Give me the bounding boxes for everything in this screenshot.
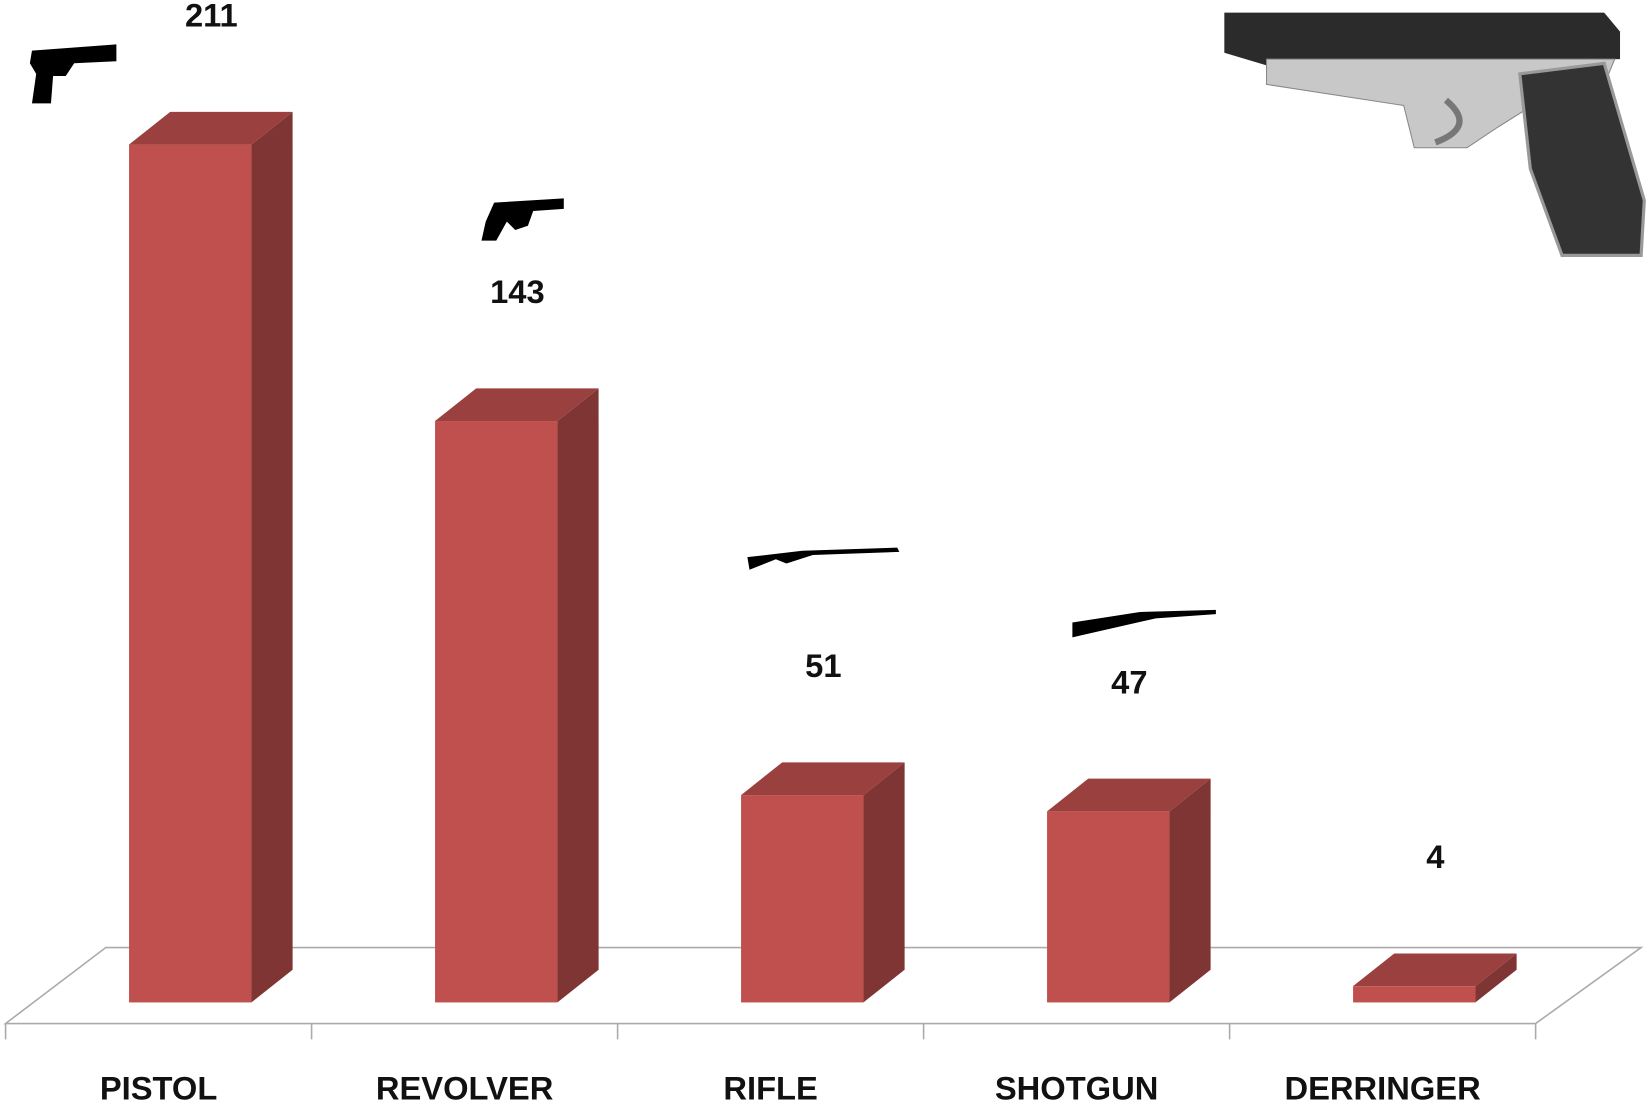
pistol-slide <box>1224 12 1621 66</box>
bar-top <box>1353 953 1517 987</box>
shotgun-icon <box>1072 609 1216 638</box>
value-label: 47 <box>1111 663 1147 700</box>
pistol-icon <box>29 44 117 104</box>
x-tick-label: SHOTGUN <box>995 1070 1159 1107</box>
value-label: 211 <box>185 0 238 34</box>
x-tick-label: RIFLE <box>723 1070 817 1107</box>
value-label: 51 <box>805 647 841 684</box>
icons <box>29 44 1216 638</box>
bar <box>435 421 558 1003</box>
bar-side <box>557 388 599 1003</box>
bar-side <box>1475 953 1517 1003</box>
bar-top <box>435 388 599 422</box>
bar-top <box>129 111 293 145</box>
bar-side <box>1169 778 1211 1003</box>
bar <box>129 144 252 1003</box>
value-label: 143 <box>490 273 545 310</box>
rifle-icon <box>747 547 900 570</box>
bar <box>741 795 864 1003</box>
bar-side <box>251 111 293 1003</box>
pistol-grip <box>1518 61 1646 257</box>
pistol-image <box>1224 12 1646 257</box>
x-tick-label: PISTOL <box>100 1070 218 1107</box>
bar <box>1047 811 1170 1003</box>
pistol-trigger <box>1434 97 1463 146</box>
x-tick-label: REVOLVER <box>376 1070 553 1107</box>
value-label: 4 <box>1426 838 1445 875</box>
bar-top <box>1047 778 1211 812</box>
bar <box>1353 986 1476 1003</box>
x-tick-label: DERRINGER <box>1284 1070 1480 1107</box>
bar-top <box>741 762 905 796</box>
revolver-icon <box>481 198 564 241</box>
bar-side <box>863 762 905 1003</box>
